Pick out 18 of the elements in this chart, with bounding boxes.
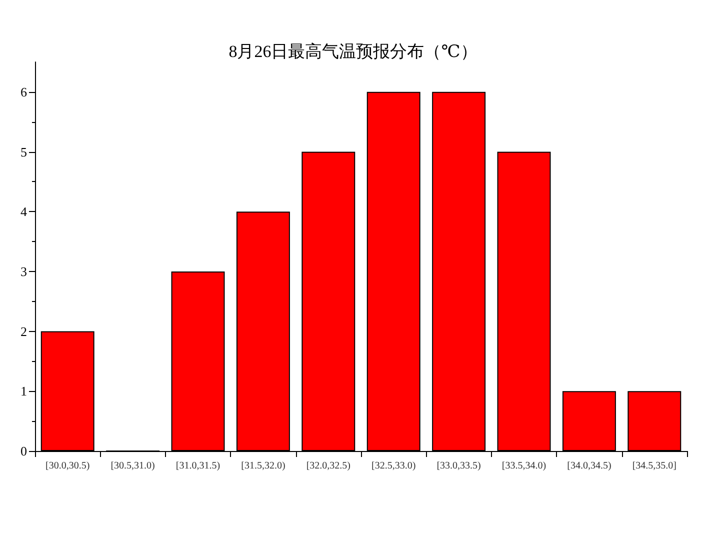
x-tick-label: [30.5,31.0) bbox=[110, 460, 155, 472]
x-tick-label: [32.0,32.5) bbox=[306, 460, 350, 472]
y-tick-label: 1 bbox=[20, 384, 27, 399]
x-tick-label: [33.5,34.0) bbox=[502, 460, 546, 472]
x-tick-label: [30.0,30.5) bbox=[46, 460, 90, 472]
y-tick-label: 4 bbox=[20, 204, 28, 220]
y-tick-label: 3 bbox=[20, 264, 27, 279]
x-tick-label: [31.5,32.0) bbox=[241, 460, 286, 472]
y-tick-label: 5 bbox=[20, 144, 27, 160]
chart-title: 8月26日最高气温预报分布（℃） bbox=[228, 42, 478, 61]
x-tick-label: [34.5,35.0] bbox=[632, 460, 676, 472]
y-tick-label: 2 bbox=[20, 324, 27, 339]
y-tick-label: 0 bbox=[20, 444, 27, 458]
x-tick-label: [33.0,33.5) bbox=[436, 460, 481, 472]
x-tick-label: [31.0,31.5) bbox=[176, 460, 220, 472]
x-tick-label: [32.5,33.0) bbox=[372, 460, 416, 472]
x-tick-label: [34.0,34.5) bbox=[567, 460, 612, 472]
y-tick-label: 6 bbox=[20, 84, 28, 100]
